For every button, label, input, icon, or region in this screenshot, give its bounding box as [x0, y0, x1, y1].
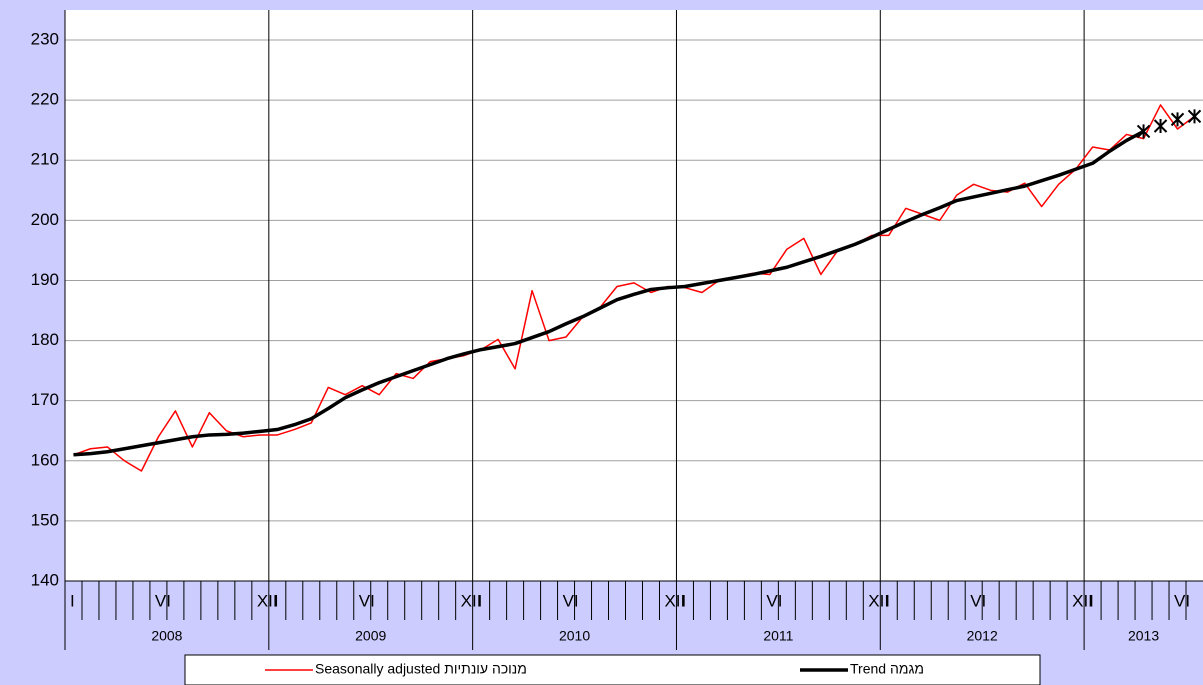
x-tick-label: XII — [257, 591, 278, 610]
x-tick-label: XII — [1072, 591, 1093, 610]
y-tick-label: 150 — [31, 510, 59, 529]
x-tick-label: VI — [563, 591, 579, 610]
x-tick-label: VI — [359, 591, 375, 610]
y-tick-label: 220 — [31, 90, 59, 109]
legend — [184, 654, 1041, 685]
series-line — [73, 129, 1145, 457]
x-tick-label: VI — [155, 591, 171, 610]
y-tick-label: 140 — [31, 570, 59, 589]
y-tick-label: 230 — [31, 30, 59, 49]
y-tick-label: 160 — [31, 450, 59, 469]
x-tick-label: XII — [461, 591, 482, 610]
year-label: 2013 — [1128, 628, 1159, 644]
y-tick-label: 170 — [31, 390, 59, 409]
x-tick-label: VI — [766, 591, 782, 610]
x-tick-label: I — [478, 591, 483, 610]
x-tick-label: I — [885, 591, 890, 610]
marker — [1136, 124, 1151, 139]
x-tick-label: I — [681, 591, 686, 610]
x-tick-label: I — [70, 591, 75, 610]
series-line — [73, 104, 1195, 472]
legend-label: Seasonally adjusted מנוכה עונתיות — [315, 661, 527, 677]
year-label: 2012 — [967, 628, 998, 644]
year-label: 2009 — [355, 628, 386, 644]
x-tick-label: VI — [970, 591, 986, 610]
marker — [1187, 109, 1202, 124]
x-tick-label: XII — [868, 591, 889, 610]
x-tick-label: XII — [664, 591, 685, 610]
x-tick-label: I — [274, 591, 279, 610]
y-tick-label: 190 — [31, 270, 59, 289]
marker — [1153, 119, 1168, 134]
marker — [1170, 112, 1185, 127]
year-label: 2011 — [763, 628, 793, 644]
legend-label: Trend מגמה — [850, 661, 924, 677]
y-tick-label: 200 — [31, 210, 59, 229]
year-label: 2008 — [151, 628, 182, 644]
x-tick-label: I — [1089, 591, 1094, 610]
y-tick-label: 210 — [31, 150, 59, 169]
year-label: 2010 — [559, 628, 590, 644]
x-tick-label: VI — [1174, 591, 1190, 610]
y-tick-label: 180 — [31, 330, 59, 349]
